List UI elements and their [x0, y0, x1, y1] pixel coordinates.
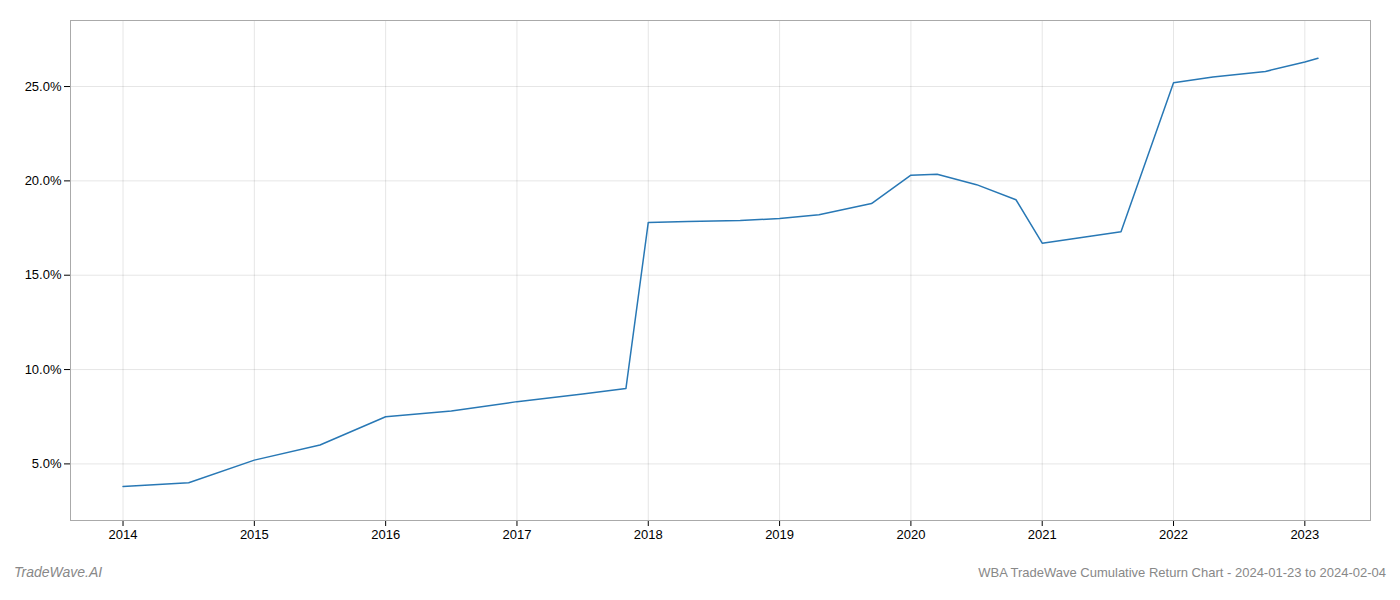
svg-text:20.0%: 20.0%	[25, 173, 62, 188]
svg-text:2021: 2021	[1028, 527, 1057, 542]
svg-text:2016: 2016	[371, 527, 400, 542]
svg-text:2017: 2017	[503, 527, 532, 542]
svg-text:5.0%: 5.0%	[32, 456, 62, 471]
svg-text:2014: 2014	[109, 527, 138, 542]
svg-text:2022: 2022	[1159, 527, 1188, 542]
svg-text:2015: 2015	[240, 527, 269, 542]
svg-text:2020: 2020	[896, 527, 925, 542]
svg-text:10.0%: 10.0%	[25, 362, 62, 377]
svg-text:15.0%: 15.0%	[25, 267, 62, 282]
html-text:TradeWave.AI: TradeWave.AI	[14, 564, 103, 580]
svg-text:2018: 2018	[634, 527, 663, 542]
svg-text:2019: 2019	[765, 527, 794, 542]
html-text:WBA TradeWave Cumulative Retur: WBA TradeWave Cumulative Return Chart - …	[978, 565, 1386, 580]
svg-text:2023: 2023	[1290, 527, 1319, 542]
svg-text:25.0%: 25.0%	[25, 79, 62, 94]
